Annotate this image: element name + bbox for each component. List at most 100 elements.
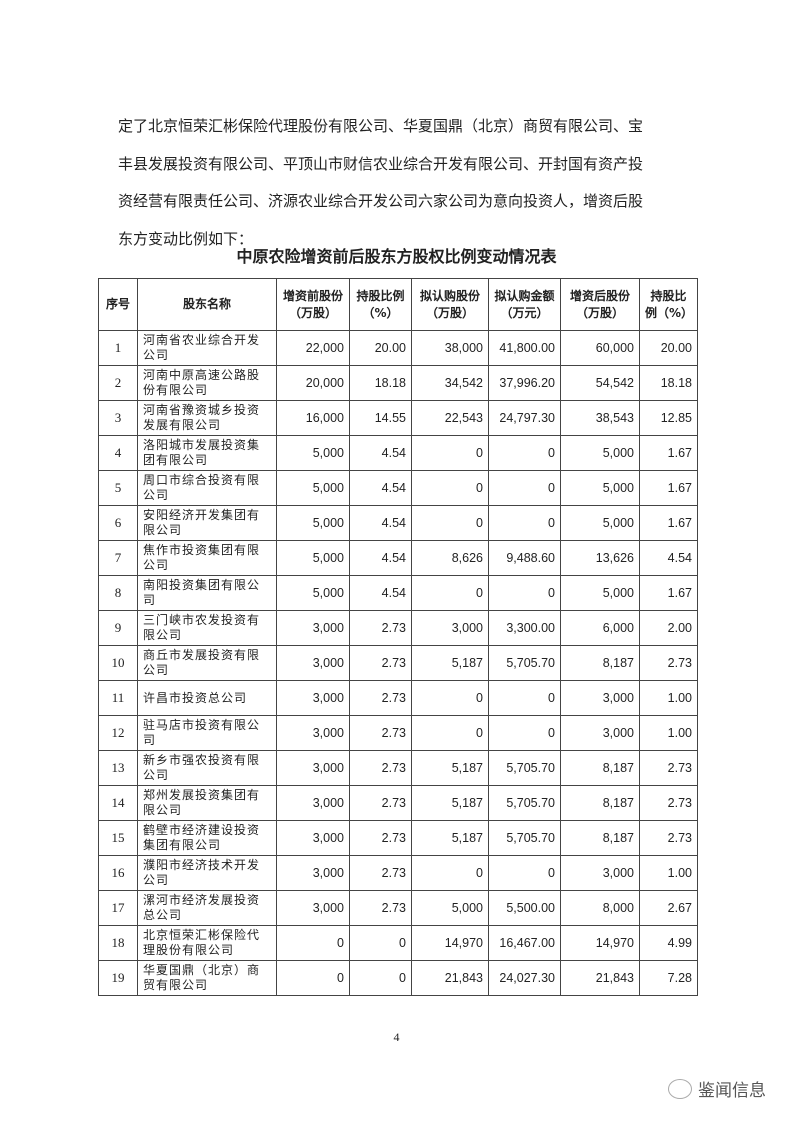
table-cell: 3,000 [411,610,489,646]
table-cell: 3,000 [560,855,640,891]
row-index: 10 [98,645,138,681]
column-header: 股东名称 [137,278,277,331]
shareholder-name: 商丘市发展投资有限公司 [137,645,277,681]
table-cell: 34,542 [411,365,489,401]
row-index: 19 [98,960,138,996]
table-row: 6 安阳经济开发集团有限公司 5,000 4.54 0 0 5,000 1.67 [98,505,698,541]
table-row: 13 新乡市强农投资有限公司 3,000 2.73 5,187 5,705.70 8,187… [98,750,698,786]
table-row: 3 河南省豫资城乡投资发展有限公司 16,000 14.55 22,543 24,797.… [98,400,698,436]
table-cell: 3,000 [276,680,350,716]
table-cell: 4.54 [349,470,412,506]
shareholder-name: 华夏国鼎（北京）商贸有限公司 [137,960,277,996]
shareholder-name: 驻马店市投资有限公司 [137,715,277,751]
shareholder-name: 鹤壁市经济建设投资集团有限公司 [137,820,277,856]
table-cell: 54,542 [560,365,640,401]
table-cell: 3,000 [276,785,350,821]
table-cell: 5,000 [560,505,640,541]
table-cell: 5,000 [276,575,350,611]
table-cell: 20,000 [276,365,350,401]
row-index: 14 [98,785,138,821]
page-number: 4 [393,1030,400,1044]
table-cell: 0 [488,435,561,471]
row-index: 4 [98,435,138,471]
table-cell: 13,626 [560,540,640,576]
table-cell: 3,000 [276,890,350,926]
table-cell: 8,187 [560,750,640,786]
table-cell: 20.00 [349,330,412,366]
table-cell: 0 [411,470,489,506]
table-cell: 3,000 [276,750,350,786]
shareholder-name: 河南省农业综合开发公司 [137,330,277,366]
table-cell: 0 [488,470,561,506]
table-cell: 38,543 [560,400,640,436]
table-cell: 0 [411,505,489,541]
table-cell: 8,187 [560,785,640,821]
table-cell: 5,705.70 [488,785,561,821]
table-cell: 5,000 [276,505,350,541]
shareholder-name: 周口市综合投资有限公司 [137,470,277,506]
body-paragraph: 定了北京恒荣汇彬保险代理股份有限公司、华夏国鼎（北京）商贸有限公司、宝 丰县发展… [118,108,708,258]
table-cell: 2.73 [349,890,412,926]
table-cell: 2.73 [349,645,412,681]
shareholder-name: 河南省豫资城乡投资发展有限公司 [137,400,277,436]
table-cell: 21,843 [560,960,640,996]
row-index: 11 [98,680,138,716]
table-cell: 5,705.70 [488,645,561,681]
table-cell: 4.54 [349,505,412,541]
table-cell: 3,000 [560,715,640,751]
table-row: 4 洛阳城市发展投资集团有限公司 5,000 4.54 0 0 5,000 1.67 [98,435,698,471]
table-cell: 2.73 [349,820,412,856]
table-cell: 2.73 [639,785,698,821]
table-cell: 0 [488,680,561,716]
table-cell: 0 [349,925,412,961]
table-cell: 4.54 [349,575,412,611]
table-cell: 18.18 [349,365,412,401]
row-index: 5 [98,470,138,506]
column-header: 增资前股份（万股） [276,278,350,331]
table-cell: 1.67 [639,435,698,471]
table-cell: 60,000 [560,330,640,366]
table-row: 19 华夏国鼎（北京）商贸有限公司 0 0 21,843 24,027.30 21,843 7… [98,960,698,996]
table-cell: 1.67 [639,575,698,611]
table-cell: 0 [488,855,561,891]
table-cell: 2.73 [639,645,698,681]
table-cell: 0 [411,680,489,716]
shareholder-name: 洛阳城市发展投资集团有限公司 [137,435,277,471]
table-cell: 21,843 [411,960,489,996]
table-row: 12 驻马店市投资有限公司 3,000 2.73 0 0 3,000 1.00 [98,715,698,751]
table-cell: 0 [411,855,489,891]
row-index: 18 [98,925,138,961]
table-cell: 2.73 [639,820,698,856]
shareholder-name: 河南中原高速公路股份有限公司 [137,365,277,401]
shareholder-name: 许昌市投资总公司 [137,680,277,716]
shareholder-name: 漯河市经济发展投资总公司 [137,890,277,926]
shareholder-name: 南阳投资集团有限公司 [137,575,277,611]
table-cell: 3,000 [276,820,350,856]
paragraph-line: 东方变动比例如下： [118,229,254,248]
table-row: 11 许昌市投资总公司 3,000 2.73 0 0 3,000 1.00 [98,680,698,716]
table-cell: 3,000 [560,680,640,716]
table-row: 14 郑州发展投资集团有限公司 3,000 2.73 5,187 5,705.70 8,18… [98,785,698,821]
column-header: 序号 [98,278,138,331]
table-cell: 1.00 [639,855,698,891]
table-row: 9 三门峡市农发投资有限公司 3,000 2.73 3,000 3,300.00 6,000… [98,610,698,646]
table-cell: 14,970 [411,925,489,961]
table-cell: 4.54 [349,435,412,471]
table-cell: 0 [488,505,561,541]
table-cell: 2.00 [639,610,698,646]
column-header: 增资后股份（万股） [560,278,640,331]
table-cell: 2.67 [639,890,698,926]
shareholder-name: 安阳经济开发集团有限公司 [137,505,277,541]
column-header: 拟认购金额（万元） [488,278,561,331]
table-cell: 5,000 [560,575,640,611]
table-row: 10 商丘市发展投资有限公司 3,000 2.73 5,187 5,705.70 8,187… [98,645,698,681]
table-cell: 1.67 [639,505,698,541]
table-cell: 16,000 [276,400,350,436]
table-cell: 22,543 [411,400,489,436]
table-row: 2 河南中原高速公路股份有限公司 20,000 18.18 34,542 37,996.2… [98,365,698,401]
table-cell: 20.00 [639,330,698,366]
table-row: 15 鹤壁市经济建设投资集团有限公司 3,000 2.73 5,187 5,705.70 8… [98,820,698,856]
table-cell: 5,705.70 [488,750,561,786]
table-cell: 5,000 [560,470,640,506]
table-cell: 5,000 [276,435,350,471]
